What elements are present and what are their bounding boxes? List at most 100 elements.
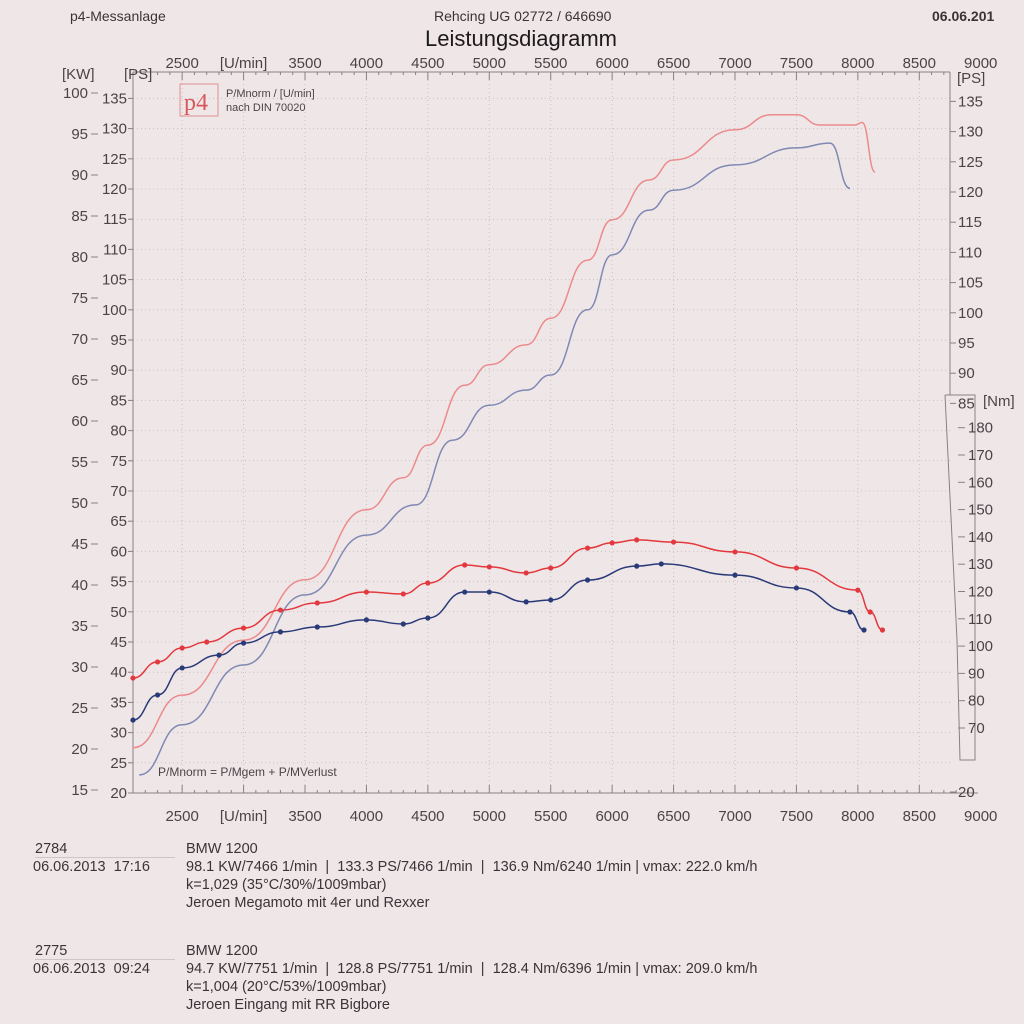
torque-point-2784 xyxy=(425,580,431,586)
torque-point-2784 xyxy=(130,675,136,681)
x-tick-label-bottom: 6500 xyxy=(657,808,690,825)
kw-tick-label: 40 xyxy=(71,577,88,594)
x-tick-label-bottom: 4500 xyxy=(411,808,444,825)
formula-label: P/Mnorm = P/Mgem + P/MVerlust xyxy=(158,765,337,779)
torque-point-2784 xyxy=(400,591,406,597)
run-id: 2784 xyxy=(35,841,68,857)
x-tick-label-bottom: 7000 xyxy=(718,808,751,825)
x-tick-label-top: 2500 xyxy=(165,55,198,72)
ps-tick-label: 90 xyxy=(110,362,127,379)
nm-tick-label: 160 xyxy=(968,474,993,491)
kw-tick-label: 90 xyxy=(71,167,88,184)
x-tick-label-bottom: 7500 xyxy=(780,808,813,825)
torque-point-2784 xyxy=(314,600,320,606)
kw-axis-label: [KW] xyxy=(62,66,95,83)
power-curve-2775 xyxy=(139,142,851,776)
torque-point-2775 xyxy=(732,572,738,578)
ps-tick-label: 25 xyxy=(110,755,127,772)
torque-point-2784 xyxy=(277,607,284,613)
x-tick-label-bottom: 3500 xyxy=(288,808,321,825)
x-tick-label-top: 7500 xyxy=(780,55,813,72)
run-stats: 94.7 KW/7751 1/min | 128.8 PS/7751 1/min… xyxy=(186,961,758,977)
torque-point-2784 xyxy=(523,570,529,576)
ps-tick-label: 110 xyxy=(103,241,127,258)
ps-tick-label: 45 xyxy=(110,634,127,651)
divider xyxy=(35,857,175,858)
x-tick-label-top: 6500 xyxy=(657,55,690,72)
ps-tick-label: 115 xyxy=(103,211,127,228)
divider xyxy=(35,959,175,960)
x-tick-label-top: 7000 xyxy=(718,55,751,72)
ps-tick-label: 40 xyxy=(110,664,127,681)
kw-tick-label: 20 xyxy=(71,741,88,758)
kw-tick-label: 65 xyxy=(71,372,88,389)
nm-tick-label: 70 xyxy=(968,720,985,737)
ps-right-tick-label: 100 xyxy=(958,305,983,322)
nm-tick-label: 150 xyxy=(968,502,993,519)
header-company: Rehcing UG 02772 / 646690 xyxy=(434,8,612,24)
torque-curve-2784 xyxy=(132,539,883,679)
nm-tick-label: 100 xyxy=(968,638,993,655)
ps-right-tick-label: 130 xyxy=(958,124,983,141)
torque-point-2784 xyxy=(867,609,873,615)
legend-line-2: nach DIN 70020 xyxy=(226,102,306,114)
torque-point-2775 xyxy=(130,717,136,723)
nm-scale-box xyxy=(944,394,976,761)
ps-right-tick-label: 90 xyxy=(958,365,975,382)
torque-point-2775 xyxy=(861,627,867,633)
torque-point-2775 xyxy=(216,652,222,658)
nm-tick-label: 140 xyxy=(968,529,993,546)
kw-tick-label: 25 xyxy=(71,700,88,717)
ps-tick-label: 130 xyxy=(102,121,127,138)
ps-tick-label: 55 xyxy=(110,574,127,591)
header-date: 06.06.201 xyxy=(932,8,995,24)
torque-point-2775 xyxy=(847,609,853,615)
ps-right-tick-label: 120 xyxy=(958,184,983,201)
kw-tick-label: 60 xyxy=(71,413,88,430)
kw-tick-label: 75 xyxy=(71,290,88,307)
x-tick-label-bottom: [U/min] xyxy=(220,808,268,825)
kw-tick-label: 95 xyxy=(71,126,88,143)
torque-point-2784 xyxy=(855,587,861,593)
kw-tick-label: 85 xyxy=(71,208,88,225)
chart-title: Leistungsdiagramm xyxy=(425,26,617,51)
nm-tick-label: 80 xyxy=(968,693,985,710)
x-tick-label-bottom: 2500 xyxy=(165,808,198,825)
kw-tick-label: 80 xyxy=(71,249,88,266)
run-note: Jeroen Megamoto mit 4er und Rexxer xyxy=(186,895,430,911)
x-tick-label-top: 8000 xyxy=(841,55,874,72)
ps-tick-label: 95 xyxy=(110,332,127,349)
kw-tick-label: 35 xyxy=(71,618,88,635)
torque-point-2784 xyxy=(548,565,554,571)
run-stats: 98.1 KW/7466 1/min | 133.3 PS/7466 1/min… xyxy=(186,859,758,875)
kw-tick-label: 30 xyxy=(71,659,88,676)
run-datetime: 06.06.2013 17:16 xyxy=(33,859,150,875)
nm-tick-label: 130 xyxy=(968,556,993,573)
ps-tick-label: 120 xyxy=(102,181,127,198)
torque-point-2775 xyxy=(277,629,284,635)
torque-point-2775 xyxy=(363,617,370,623)
run-correction: k=1,029 (35°C/30%/1009mbar) xyxy=(186,877,387,893)
ps-tick-label: 35 xyxy=(110,694,127,711)
run-note: Jeroen Eingang mit RR Bigbore xyxy=(186,997,390,1013)
torque-point-2784 xyxy=(879,627,886,633)
torque-point-2775 xyxy=(462,589,468,595)
torque-point-2775 xyxy=(584,577,591,583)
run-model: BMW 1200 xyxy=(186,841,258,857)
torque-point-2784 xyxy=(154,659,161,665)
torque-curve-2775 xyxy=(132,563,865,721)
ps-right-tick-label: 125 xyxy=(958,154,983,171)
kw-tick-label: 50 xyxy=(71,495,88,512)
kw-tick-label: 55 xyxy=(71,454,88,471)
ps-tick-label: 50 xyxy=(110,604,127,621)
torque-point-2775 xyxy=(486,589,492,595)
ps-tick-label: 100 xyxy=(102,302,127,319)
power-curve-2784 xyxy=(132,113,876,749)
torque-point-2775 xyxy=(548,597,554,603)
ps-right-tick-label: 115 xyxy=(958,214,982,231)
ps-tick-label: 30 xyxy=(110,725,127,742)
nm-tick-label: 170 xyxy=(968,447,993,464)
nm-tick-label: 180 xyxy=(968,420,993,437)
torque-point-2775 xyxy=(179,665,185,671)
